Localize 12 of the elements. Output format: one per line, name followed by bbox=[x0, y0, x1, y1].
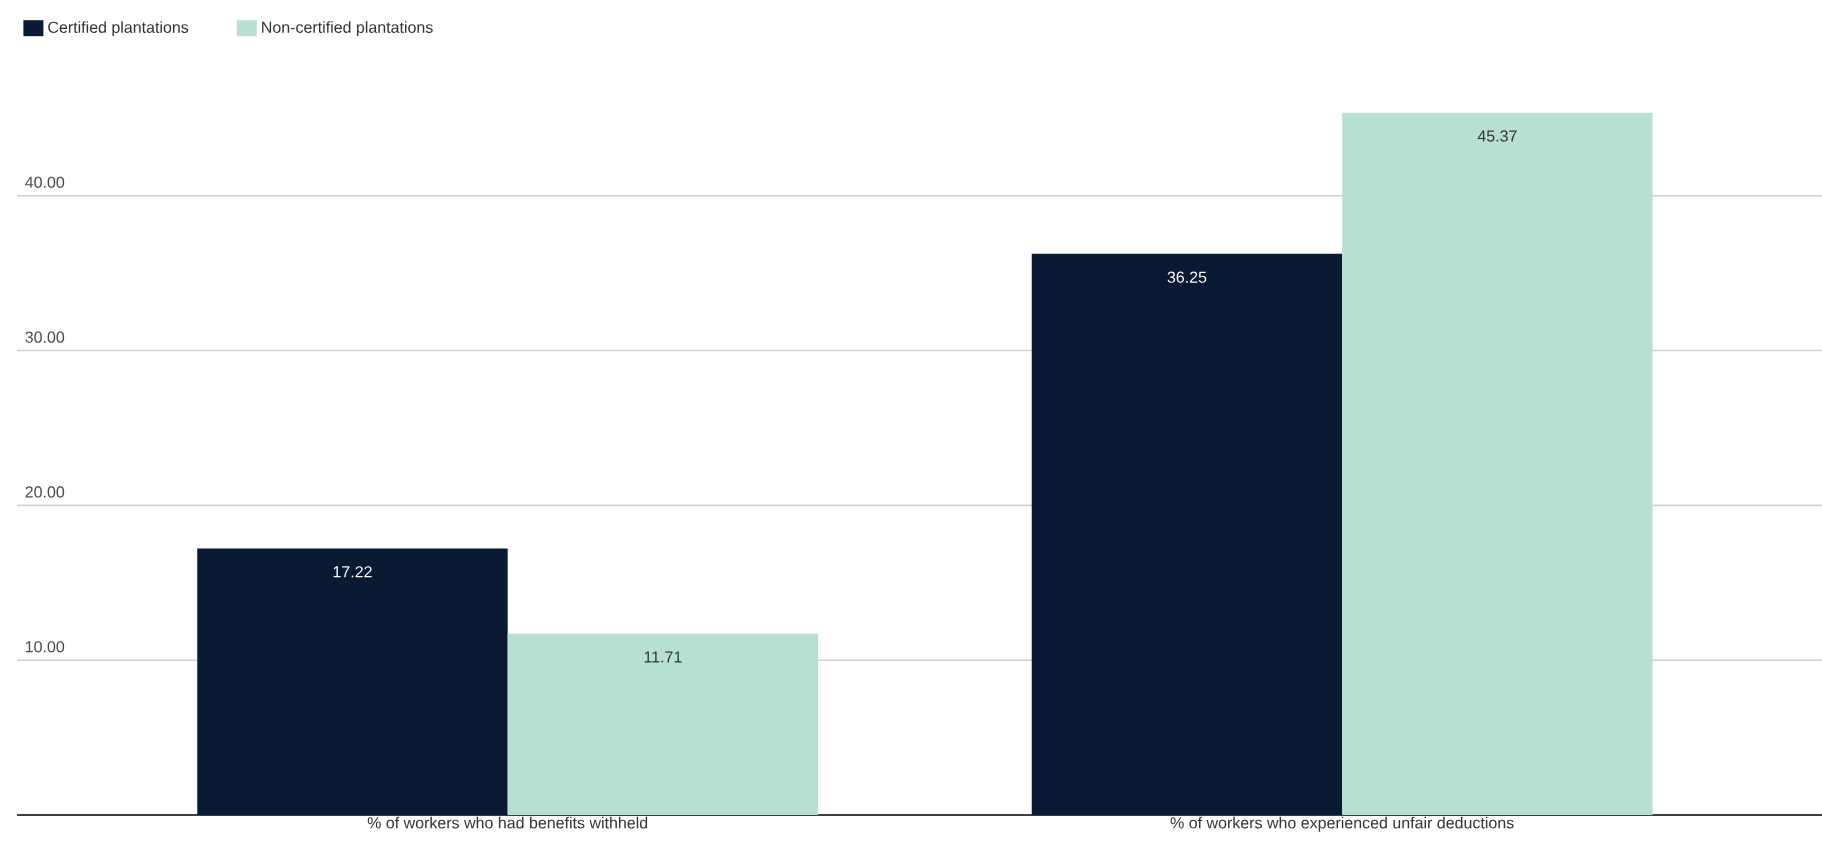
legend-label: Non-certified plantations bbox=[262, 21, 433, 37]
y-tick-label: 40.00 bbox=[25, 176, 65, 188]
x-tick-label: % of workers who had benefits withheld bbox=[367, 816, 648, 829]
data-label: 11.71 bbox=[644, 651, 682, 663]
y-tick-label: 30.00 bbox=[25, 331, 65, 343]
x-tick-label: % of workers who experienced unfair deductions bbox=[1170, 816, 1514, 832]
data-label: 36.25 bbox=[1167, 271, 1207, 283]
legend-label: Certified plantations bbox=[48, 21, 189, 37]
y-tick-label: 20.00 bbox=[25, 486, 65, 498]
data-label: 45.37 bbox=[1477, 130, 1517, 142]
data-label: 17.22 bbox=[333, 566, 372, 578]
y-tick-label: 10.00 bbox=[25, 641, 65, 653]
